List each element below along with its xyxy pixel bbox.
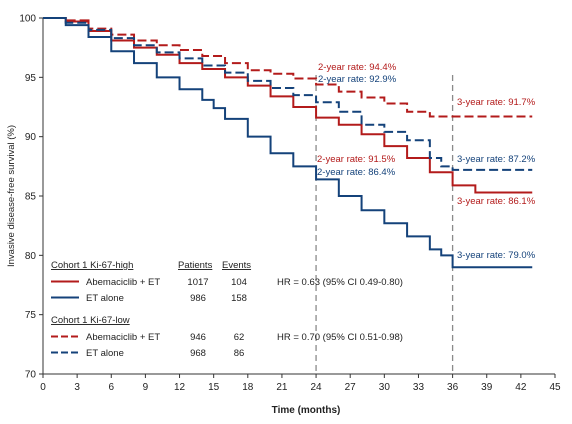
rate-annotation: 2-year rate: 94.4% (318, 62, 397, 73)
y-axis-label: Invasive disease-free survival (%) (6, 125, 17, 267)
y-tick-label: 85 (25, 192, 37, 203)
legend: Patients Events Cohort 1 Ki-67-high Abemaci… (51, 260, 403, 359)
hazard-ratio: HR = 0.70 (95% CI 0.51-0.98) (277, 332, 403, 343)
rate-annotation: 3-year rate: 87.2% (457, 154, 536, 165)
x-tick-label: 0 (40, 382, 46, 393)
x-tick-label: 33 (413, 382, 425, 393)
survival-curves (43, 17, 533, 269)
x-tick-label: 18 (242, 382, 254, 393)
legend-events: 86 (234, 348, 245, 359)
y-tick-label: 90 (25, 132, 37, 143)
x-tick-label: 42 (515, 382, 527, 393)
y-tick-label: 75 (25, 310, 37, 321)
axes: 0 3 6 9 12 15 18 21 24 27 30 33 36 39 42 45707580859095… (19, 14, 561, 394)
y-tick-label: 80 (25, 251, 37, 262)
survival-curve (43, 17, 533, 194)
survival-curve (43, 17, 533, 118)
x-tick-label: 12 (174, 382, 186, 393)
x-tick-label: 27 (345, 382, 357, 393)
reference-lines (315, 74, 454, 374)
x-tick-label: 39 (481, 382, 493, 393)
y-tick-label: 100 (19, 14, 36, 25)
legend-label: Abemaciclib + ET (86, 277, 160, 288)
survival-curve (43, 17, 533, 171)
legend-events: 104 (231, 277, 247, 288)
legend-group-title: Cohort 1 Ki-67-low (51, 315, 130, 326)
rate-annotation: 3-year rate: 91.7% (457, 97, 536, 108)
rate-annotation: 2-year rate: 91.5% (317, 154, 396, 165)
x-tick-label: 9 (143, 382, 149, 393)
rate-annotation: 2-year rate: 92.9% (318, 74, 397, 85)
x-axis-label: Time (months) (272, 405, 341, 416)
survival-curve (43, 17, 533, 269)
hazard-ratio: HR = 0.63 (95% CI 0.49-0.80) (277, 277, 403, 288)
x-tick-label: 15 (208, 382, 220, 393)
x-tick-label: 30 (379, 382, 391, 393)
legend-patients: 1017 (187, 277, 208, 288)
x-tick-label: 3 (74, 382, 80, 393)
legend-header-patients: Patients (178, 260, 213, 271)
legend-header-events: Events (222, 260, 251, 271)
legend-label: ET alone (86, 293, 124, 304)
legend-patients: 946 (190, 332, 206, 343)
x-tick-label: 24 (311, 382, 323, 393)
x-tick-label: 45 (549, 382, 561, 393)
legend-patients: 986 (190, 293, 206, 304)
legend-patients: 968 (190, 348, 206, 359)
legend-events: 158 (231, 293, 247, 304)
rate-annotation: 3-year rate: 86.1% (457, 196, 536, 207)
legend-label: ET alone (86, 348, 124, 359)
y-tick-label: 70 (25, 370, 37, 381)
legend-events: 62 (234, 332, 245, 343)
legend-label: Abemaciclib + ET (86, 332, 160, 343)
rate-annotations: 2-year rate: 94.4%2-year rate: 92.9% 2-ye… (317, 62, 536, 261)
x-tick-label: 21 (276, 382, 288, 393)
x-tick-label: 36 (447, 382, 459, 393)
legend-group-title: Cohort 1 Ki-67-high (51, 260, 133, 271)
x-tick-label: 6 (108, 382, 114, 393)
rate-annotation: 2-year rate: 86.4% (317, 167, 396, 178)
rate-annotation: 3-year rate: 79.0% (457, 250, 536, 261)
y-tick-label: 95 (25, 73, 37, 84)
